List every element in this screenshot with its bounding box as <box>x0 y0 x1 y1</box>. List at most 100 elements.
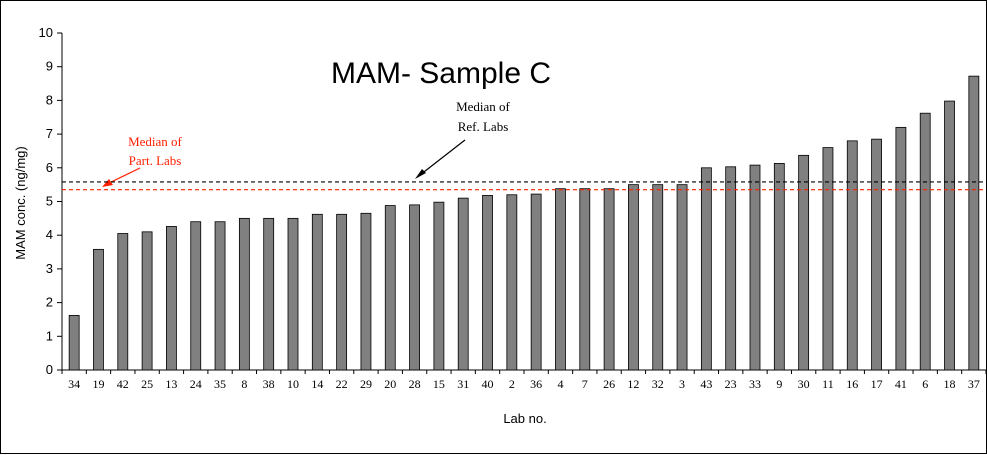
x-tick-label: 25 <box>141 377 153 391</box>
y-tick-label: 4 <box>46 227 53 242</box>
x-tick-label: 9 <box>776 377 782 391</box>
x-tick-label: 26 <box>603 377 615 391</box>
y-tick-label: 10 <box>39 25 53 40</box>
bar-lab-25 <box>141 231 153 371</box>
x-tick-label: 30 <box>798 377 810 391</box>
bar-lab-6 <box>919 112 931 371</box>
bar-lab-35 <box>214 221 226 371</box>
bar-lab-18 <box>944 100 955 371</box>
x-tick-label: 6 <box>922 377 928 391</box>
ref-median-arrow <box>419 139 466 176</box>
y-tick-label: 0 <box>46 362 53 377</box>
bar-lab-20 <box>384 205 396 371</box>
ref-median-annotation: Median of Ref. Labs <box>415 99 511 179</box>
part-median-arrow <box>106 167 141 185</box>
chart-title: MAM- Sample C <box>331 57 551 90</box>
bar-lab-29 <box>360 212 372 371</box>
y-tick-label: 6 <box>46 160 53 175</box>
y-tick-label: 5 <box>46 194 53 209</box>
part-median-label-line2: Part. Labs <box>129 153 182 168</box>
bar-lab-14 <box>311 213 323 371</box>
x-tick-label: 17 <box>871 377 883 391</box>
x-tick-label: 33 <box>749 377 761 391</box>
bar-lab-11 <box>822 147 834 371</box>
x-axis-title: Lab no. <box>503 411 546 426</box>
bar-lab-33 <box>749 164 761 371</box>
x-tick-label: 15 <box>433 377 445 391</box>
bar-lab-19 <box>93 248 104 371</box>
x-tick-label: 20 <box>384 377 396 391</box>
ref-median-arrowhead <box>415 169 426 179</box>
x-tick-label: 8 <box>241 377 247 391</box>
x-tick-label: 38 <box>263 377 275 391</box>
y-tick-label: 3 <box>46 261 53 276</box>
bar-lab-32 <box>652 184 664 371</box>
bar-lab-10 <box>287 217 299 371</box>
bar-lab-23 <box>725 166 737 371</box>
bar-lab-26 <box>603 188 615 371</box>
bar-lab-42 <box>117 233 129 371</box>
x-tick-label: 14 <box>311 377 323 391</box>
bar-lab-41 <box>895 126 907 371</box>
x-tick-label: 22 <box>336 377 348 391</box>
bar-lab-30 <box>798 154 810 371</box>
bar-lab-28 <box>409 204 420 371</box>
bar-lab-16 <box>846 140 858 371</box>
x-tick-label: 18 <box>944 377 956 391</box>
bar-lab-36 <box>530 193 542 371</box>
bar-lab-38 <box>263 217 275 371</box>
y-tick-label: 9 <box>46 59 53 74</box>
x-tick-label: 35 <box>214 377 226 391</box>
bar-lab-4 <box>555 188 566 371</box>
x-tick-label: 7 <box>582 377 588 391</box>
bar-lab-37 <box>968 75 980 371</box>
y-tick-label: 7 <box>46 126 53 141</box>
bar-lab-43 <box>700 167 712 371</box>
bar-lab-12 <box>628 184 639 371</box>
x-tick-label: 3 <box>679 377 685 391</box>
x-tick-label: 36 <box>530 377 542 391</box>
y-tick-label: 2 <box>46 295 53 310</box>
x-tick-label: 24 <box>190 377 202 391</box>
y-tick-label: 8 <box>46 92 53 107</box>
x-tick-label: 13 <box>165 377 177 391</box>
bar-lab-40 <box>482 195 493 371</box>
x-tick-label: 28 <box>409 377 421 391</box>
x-tick-label: 42 <box>117 377 129 391</box>
bar-lab-9 <box>773 163 785 371</box>
bar-lab-31 <box>457 197 469 371</box>
x-tick-label: 31 <box>457 377 469 391</box>
x-tick-label: 11 <box>822 377 834 391</box>
ref-median-label-line2: Ref. Labs <box>458 119 509 134</box>
bar-lab-24 <box>190 221 202 371</box>
y-axis-title: MAM conc. (ng/mg) <box>13 146 28 259</box>
x-tick-label: 40 <box>482 377 494 391</box>
x-tick-label: 43 <box>700 377 712 391</box>
part-median-annotation: Median of Part. Labs <box>102 134 183 187</box>
x-tick-label: 32 <box>652 377 664 391</box>
x-tick-label: 10 <box>287 377 299 391</box>
x-tick-label: 29 <box>360 377 372 391</box>
bar-lab-34 <box>68 315 80 371</box>
bar-lab-3 <box>676 184 688 371</box>
bar-lab-8 <box>238 217 250 371</box>
x-tick-label: 23 <box>725 377 737 391</box>
bar-lab-7 <box>579 188 591 371</box>
bar-lab-15 <box>433 201 445 371</box>
x-tick-label: 34 <box>68 377 80 391</box>
bar-lab-2 <box>506 194 518 371</box>
x-tick-label: 37 <box>968 377 980 391</box>
bar-lab-17 <box>871 138 882 371</box>
bar-lab-13 <box>166 226 177 371</box>
x-tick-label: 4 <box>557 377 563 391</box>
x-tick-label: 12 <box>627 377 639 391</box>
x-tick-label: 19 <box>92 377 104 391</box>
y-tick-label: 1 <box>46 328 53 343</box>
x-tick-label: 16 <box>846 377 858 391</box>
x-tick-label: 2 <box>509 377 515 391</box>
part-median-arrowhead <box>102 179 113 187</box>
part-median-label-line1: Median of <box>128 134 182 149</box>
bar-lab-22 <box>336 213 348 371</box>
x-tick-label: 41 <box>895 377 907 391</box>
